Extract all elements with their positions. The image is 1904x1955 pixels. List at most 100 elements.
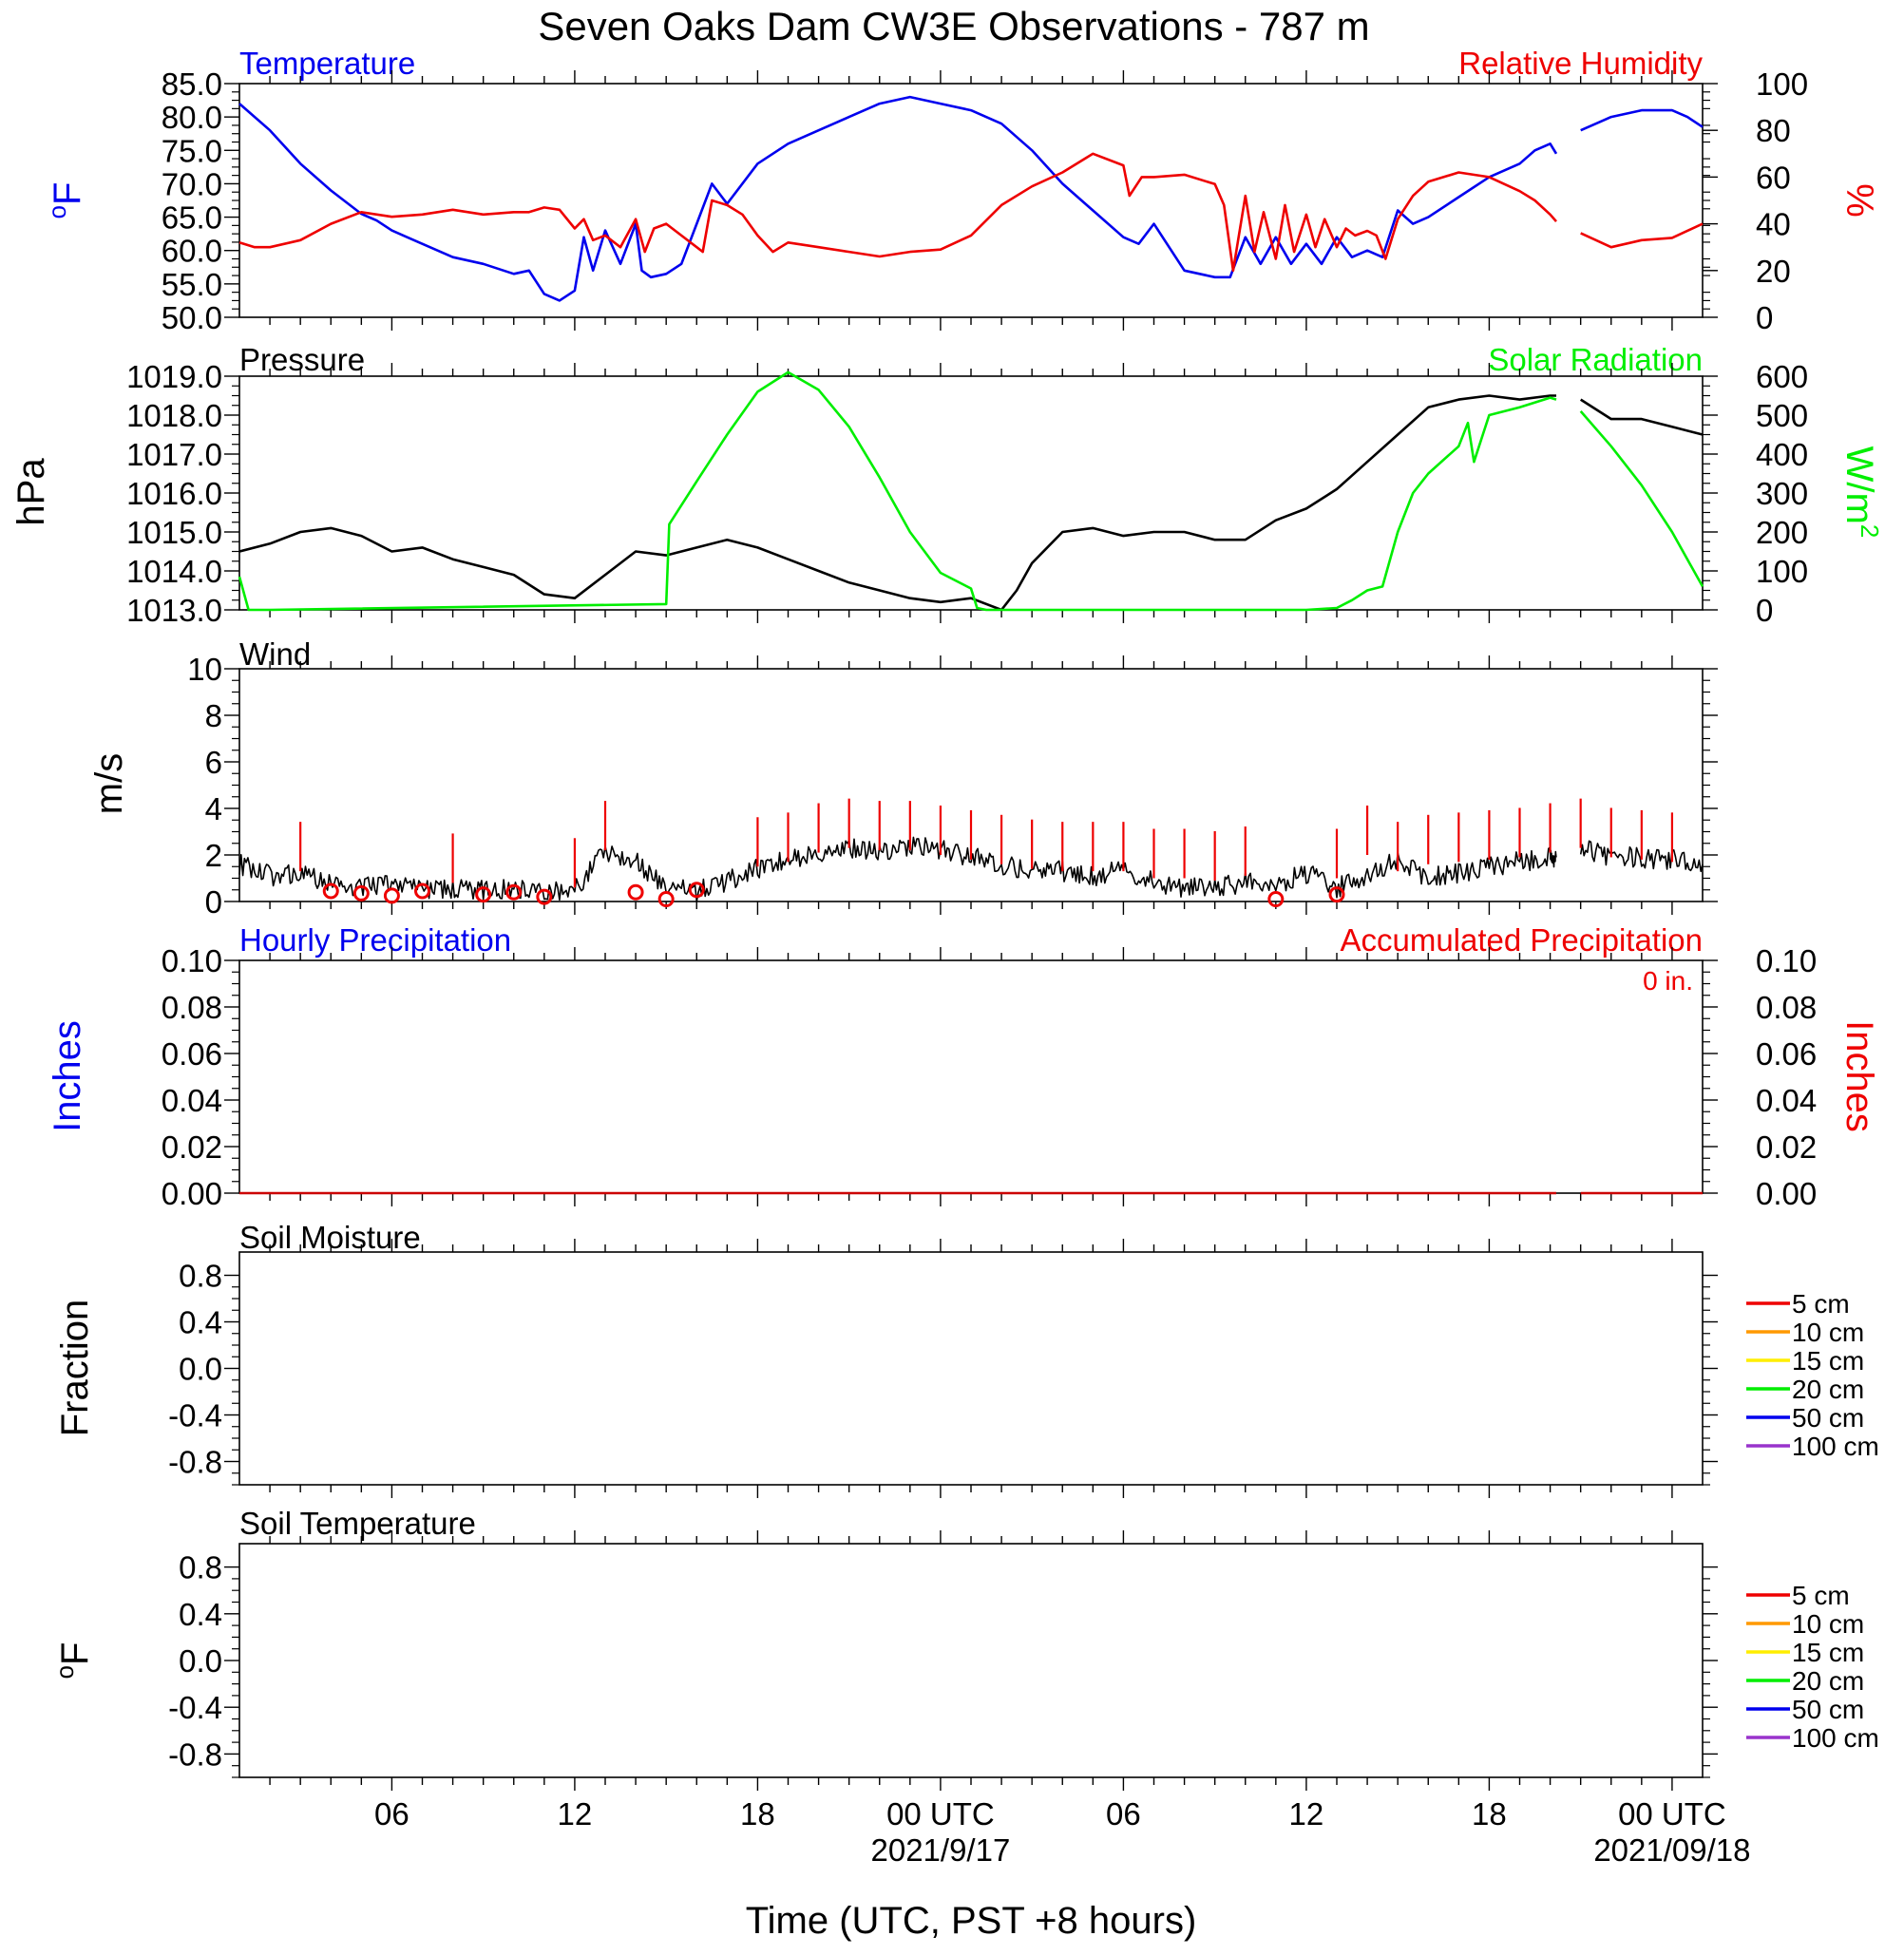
y-tick-label-right: 200 [1756, 515, 1808, 550]
legend-label: 20 cm [1792, 1375, 1864, 1404]
legend-label: 15 cm [1792, 1346, 1864, 1376]
legend-label: 15 cm [1792, 1638, 1864, 1667]
y-tick-label-right: 40 [1756, 207, 1791, 242]
y-tick-label-right: 0.00 [1756, 1176, 1817, 1211]
series-line-relative-humidity [1580, 222, 1704, 249]
y-tick-label: 0.4 [179, 1305, 222, 1340]
accum-precip-axis-unit: Inches [1838, 1020, 1880, 1132]
series-line-wind-speed [1579, 840, 1704, 873]
y-tick-label: 0.10 [162, 943, 222, 978]
soil-moisture-axis-unit: Fraction [54, 1300, 96, 1437]
temperature-axis-unit: oF [43, 182, 88, 219]
temperature-humidity-panel: Temperature Relative Humidity oF % [43, 46, 1880, 218]
y-tick-label-right: 60 [1756, 160, 1791, 195]
y-tick-label: 1015.0 [126, 515, 222, 550]
solar-axis-unit: W/m2 [1838, 446, 1884, 539]
accum-precip-title: Accumulated Precipitation [1340, 922, 1703, 958]
legend-label: 5 cm [1792, 1289, 1850, 1319]
legend-label: 100 cm [1792, 1723, 1879, 1753]
x-tick-label: 18 [740, 1796, 775, 1832]
legend-label: 100 cm [1792, 1432, 1879, 1461]
y-tick-label-right: 500 [1756, 398, 1808, 433]
y-tick-label: 75.0 [162, 133, 222, 168]
pressure-axis-unit: hPa [10, 458, 52, 526]
x-tick-label: 06 [374, 1796, 409, 1832]
plot-area-temperature_humidity: 85.080.075.070.065.060.055.050.0 100 80 60 4… [162, 66, 1808, 335]
calm-wind-circle [505, 883, 523, 901]
y-tick-label: 0.0 [179, 1643, 222, 1679]
y-tick-label: 55.0 [162, 267, 222, 302]
y-tick-label-right: 20 [1756, 254, 1791, 289]
series-line-relative-humidity [238, 152, 1557, 273]
series-line-temperature [1580, 108, 1704, 132]
y-tick-label-right: 0 [1756, 300, 1773, 335]
y-tick-label: -0.8 [168, 1737, 222, 1772]
soil-temperature-axis-unit: oF [50, 1642, 96, 1680]
y-tick-label: -0.4 [168, 1398, 222, 1433]
wind-panel: Wind m/s [88, 636, 311, 814]
y-tick-label-right: 100 [1756, 554, 1808, 589]
y-tick-label: 85.0 [162, 66, 222, 102]
y-tick-label: 70.0 [162, 166, 222, 201]
x-tick-label: 00 UTC [1618, 1796, 1726, 1832]
y-tick-label: 0.0 [179, 1352, 222, 1387]
calm-wind-circle [627, 883, 644, 901]
y-tick-label: 6 [205, 745, 222, 780]
y-tick-label: 1017.0 [126, 437, 222, 472]
y-tick-label: 60.0 [162, 234, 222, 269]
wind-title: Wind [239, 636, 311, 672]
series-line-wind-speed [238, 836, 1557, 902]
plot-area-pressure_solar: 1019.0 1018.0 1017.0 1016.0 1015.0 1014.0 1013… [126, 359, 1808, 628]
series-line-solar-radiation [1579, 410, 1704, 588]
solar-radiation-title: Solar Radiation [1488, 342, 1703, 377]
x-tick-label: 12 [1289, 1796, 1324, 1832]
y-tick-label-right: 0 [1756, 593, 1773, 628]
x-tick-date-label: 2021/09/18 [1593, 1832, 1750, 1868]
calm-wind-circle [688, 882, 705, 899]
y-tick-label: 1014.0 [126, 554, 222, 589]
y-tick-label: 0.02 [162, 1129, 222, 1165]
y-tick-label: 4 [205, 791, 222, 826]
y-tick-label-right: 0.10 [1756, 943, 1817, 978]
y-tick-label: 0 [205, 884, 222, 920]
y-tick-label-right: 0.02 [1756, 1129, 1817, 1165]
legend-label: 50 cm [1792, 1403, 1864, 1433]
series-line-temperature [238, 95, 1558, 302]
x-tick-label: 18 [1472, 1796, 1507, 1832]
plot-area-precipitation: 0.10 0.08 0.06 0.04 0.02 0.00 0.10 0.08 0.06 0.04… [162, 943, 1817, 1211]
y-tick-label: 2 [205, 838, 222, 873]
y-tick-label: -0.4 [168, 1690, 222, 1725]
y-tick-label: 80.0 [162, 100, 222, 135]
precipitation-panel: Hourly Precipitation Accumulated Precipi… [47, 922, 1880, 1132]
legend-label: 50 cm [1792, 1695, 1864, 1724]
legend-label: 5 cm [1792, 1581, 1850, 1610]
y-tick-label: 1018.0 [126, 398, 222, 433]
hourly-precip-title: Hourly Precipitation [239, 922, 511, 958]
y-tick-label-right: 300 [1756, 476, 1808, 511]
accum-precip-value: 0 in. [1643, 966, 1693, 996]
x-axis-label: Time (UTC, PST +8 hours) [746, 1900, 1197, 1942]
calm-wind-circle [352, 884, 370, 902]
y-tick-label: 0.8 [179, 1550, 222, 1585]
y-tick-label: 0.06 [162, 1036, 222, 1072]
y-tick-label: -0.8 [168, 1445, 222, 1480]
y-tick-label: 0.8 [179, 1259, 222, 1294]
legend-label: 10 cm [1792, 1318, 1864, 1347]
calm-wind-circle [1328, 886, 1345, 903]
pressure-title: Pressure [239, 342, 365, 377]
y-tick-label: 1016.0 [126, 476, 222, 511]
x-tick-label: 12 [558, 1796, 593, 1832]
wind-axis-unit: m/s [88, 753, 130, 814]
y-tick-label: 0.4 [179, 1597, 222, 1632]
humidity-title: Relative Humidity [1458, 46, 1703, 81]
y-tick-label-right: 0.06 [1756, 1036, 1817, 1072]
soil-temperature-panel: Soil Temperature oF [50, 1506, 476, 1679]
hourly-precip-axis-unit: Inches [47, 1020, 88, 1132]
pressure-solar-panel: Pressure Solar Radiation hPa W/m2 [10, 342, 1884, 538]
x-tick-label: 06 [1106, 1796, 1141, 1832]
y-tick-label-right: 100 [1756, 66, 1808, 102]
calm-wind-circle [657, 891, 675, 908]
calm-wind-circle [414, 883, 430, 900]
